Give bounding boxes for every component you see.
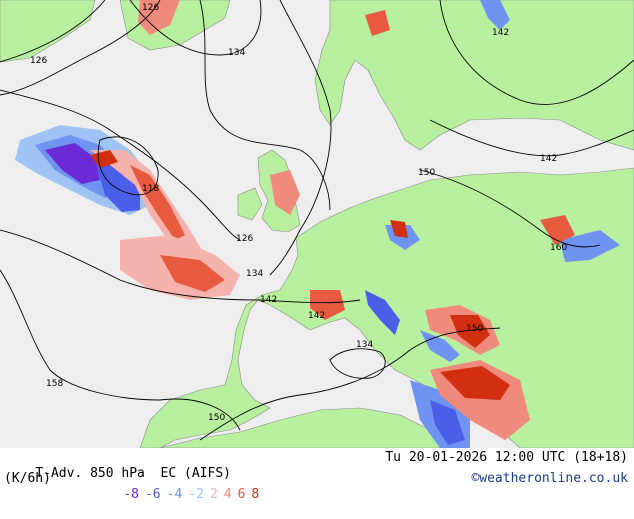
contour-label: 126 bbox=[236, 234, 253, 244]
contour-label: 150 bbox=[208, 413, 225, 423]
color-scale: -8 -6 -4 -2 2 4 6 8 bbox=[92, 471, 265, 519]
scale-value: 8 bbox=[251, 487, 260, 502]
units-label: (K/6h) bbox=[4, 471, 51, 486]
product-label: T-Adv. 850 hPa bbox=[35, 466, 145, 481]
contour-label: 150 bbox=[418, 168, 435, 178]
contour-label: 118 bbox=[142, 184, 159, 194]
contour-label: 150 bbox=[466, 324, 483, 334]
valid-time: Tu 20-01-2026 12:00 UTC (18+18) bbox=[385, 450, 628, 465]
weather-map: 126 126 134 142 118 126 134 142 142 150 … bbox=[0, 0, 634, 448]
product-line: T-Adv. 850 hPa EC (AIFS) bbox=[4, 450, 231, 498]
contour-label: 160 bbox=[550, 243, 567, 253]
scale-value: -4 bbox=[166, 487, 183, 502]
contour-label: 126 bbox=[142, 3, 159, 13]
contour-label: 142 bbox=[260, 295, 277, 305]
scale-value: 4 bbox=[223, 487, 232, 502]
contour-label: 142 bbox=[540, 154, 557, 164]
scale-value: -8 bbox=[123, 487, 139, 502]
contour-label: 134 bbox=[246, 269, 263, 279]
contour-label: 158 bbox=[46, 379, 63, 389]
contour-label: 142 bbox=[308, 311, 325, 321]
contour-label: 142 bbox=[492, 28, 509, 38]
scale-value: 6 bbox=[237, 487, 246, 502]
map-footer: T-Adv. 850 hPa EC (AIFS) Tu 20-01-2026 1… bbox=[0, 448, 634, 502]
contour-lines bbox=[0, 0, 634, 441]
scale-value: 2 bbox=[209, 487, 218, 502]
contour-label: 126 bbox=[30, 56, 47, 66]
contour-label: 134 bbox=[228, 48, 245, 58]
contour-labels: 126 126 134 142 118 126 134 142 142 150 … bbox=[30, 3, 567, 423]
scale-value: -2 bbox=[188, 487, 204, 502]
credit-link[interactable]: ©weatheronline.co.uk bbox=[471, 471, 628, 486]
contour-label: 134 bbox=[356, 340, 373, 350]
warm-advection bbox=[90, 0, 575, 440]
scale-value: -6 bbox=[144, 487, 161, 502]
cold-advection bbox=[15, 0, 620, 448]
model-label: EC (AIFS) bbox=[160, 466, 231, 481]
